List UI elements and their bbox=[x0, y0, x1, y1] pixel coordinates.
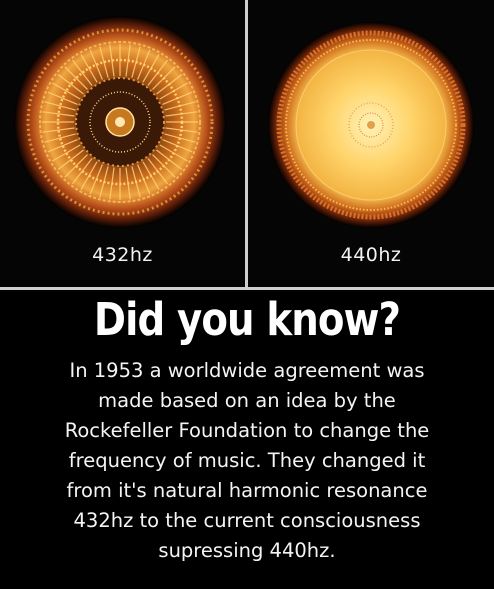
432hz-cymatic-mandala-icon bbox=[12, 14, 228, 230]
body-line: In 1953 a worldwide agreement was bbox=[8, 356, 486, 386]
body-line: made based on an idea by the bbox=[8, 386, 486, 416]
body-text: In 1953 a worldwide agreement was made b… bbox=[8, 356, 486, 566]
frequency-label-432hz: 432hz bbox=[0, 244, 245, 266]
frequency-label-440hz: 440hz bbox=[248, 244, 494, 266]
headline: Did you know? bbox=[35, 292, 460, 348]
panel-432hz: 432hz bbox=[0, 0, 245, 288]
body-line: frequency of music. They changed it bbox=[8, 446, 486, 476]
body-line: supressing 440hz. bbox=[8, 536, 486, 566]
panel-440hz: 440hz bbox=[248, 0, 494, 288]
440hz-cymatic-disc-icon bbox=[266, 20, 476, 230]
body-line: 432hz to the current consciousness bbox=[8, 506, 486, 536]
body-line: from it's natural harmonic resonance bbox=[8, 476, 486, 506]
image-panels: 432hz 440hz bbox=[0, 0, 494, 288]
horizontal-divider bbox=[0, 287, 494, 290]
body-line: Rockefeller Foundation to change the bbox=[8, 416, 486, 446]
